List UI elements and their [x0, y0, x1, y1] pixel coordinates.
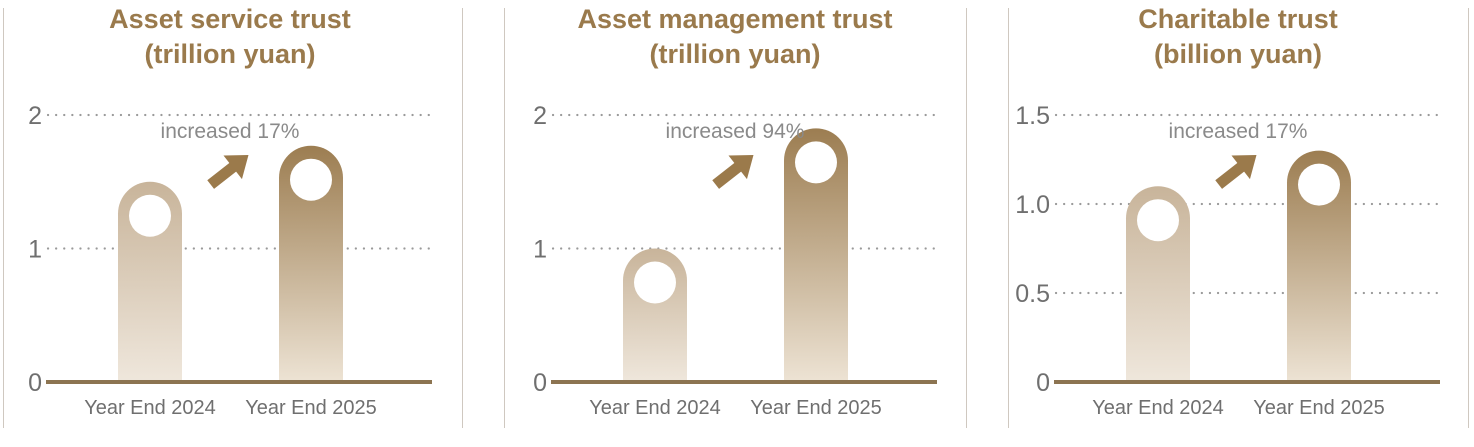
- bar-cap-circle: [290, 158, 332, 201]
- y-tick-label: 0: [1036, 369, 1050, 397]
- y-tick-label: 1.0: [1015, 191, 1050, 219]
- chart-title-main: Asset management trust: [577, 4, 893, 34]
- chart-panel-asset-management: Asset management trust (trillion yuan) 0…: [505, 0, 965, 447]
- chart-title-main: Charitable trust: [1138, 4, 1338, 34]
- bar-2024: [1126, 186, 1190, 382]
- x-category-label: Year End 2025: [245, 397, 377, 419]
- chart-title: Charitable trust (billion yuan): [1008, 2, 1468, 72]
- growth-annotation: increased 94%: [666, 120, 805, 143]
- chart-svg: 0 0.5 1.0 1.5 Year End 2024 Year End 2025 incr…: [1015, 102, 1442, 419]
- y-tick-label: 2: [28, 102, 42, 130]
- bar-cap-circle: [129, 194, 171, 237]
- bar-cap-circle: [634, 261, 676, 304]
- y-tick-label: 0: [28, 369, 42, 397]
- bar-cap-circle: [1298, 163, 1340, 206]
- panel-divider: [504, 8, 505, 428]
- panel-divider: [1468, 8, 1469, 428]
- x-category-label: Year End 2024: [1092, 397, 1224, 419]
- y-tick-label: 0.5: [1015, 280, 1050, 308]
- chart-title-main: Asset service trust: [109, 4, 351, 34]
- arrow-head: [1231, 154, 1257, 180]
- chart-title: Asset service trust (trillion yuan): [0, 2, 460, 72]
- chart-svg: 0 1 2 Year End 2024 Year End 2025 increased 1…: [28, 102, 434, 419]
- chart-svg: 0 1 2 Year End 2024 Year End 2025 increased 9…: [533, 102, 939, 419]
- x-category-label: Year End 2024: [84, 397, 216, 419]
- chart-title-unit: (billion yuan): [1154, 39, 1322, 69]
- bar-cap-circle: [795, 141, 837, 184]
- chart-panel-charitable: Charitable trust (billion yuan) 0 0.5 1.0 1…: [1008, 0, 1468, 447]
- arrow-shaft: [712, 161, 743, 189]
- panel-divider: [1008, 8, 1009, 428]
- bar-2024: [118, 181, 182, 382]
- increase-arrow-icon: [207, 154, 249, 189]
- increase-arrow-icon: [1215, 154, 1257, 189]
- arrow-shaft: [207, 161, 238, 189]
- panel-divider: [3, 8, 4, 428]
- bar-cap-circle: [1137, 199, 1179, 242]
- growth-annotation: increased 17%: [161, 120, 300, 143]
- arrow-head: [728, 154, 754, 180]
- x-category-label: Year End 2025: [750, 397, 882, 419]
- x-category-label: Year End 2025: [1253, 397, 1385, 419]
- y-tick-label: 1: [533, 236, 547, 264]
- panel-divider: [966, 8, 967, 428]
- chart-title: Asset management trust (trillion yuan): [505, 2, 965, 72]
- y-tick-label: 1.5: [1015, 102, 1050, 130]
- arrow-shaft: [1215, 161, 1246, 189]
- y-tick-label: 2: [533, 102, 547, 130]
- x-category-label: Year End 2024: [589, 397, 721, 419]
- y-tick-label: 0: [533, 369, 547, 397]
- bar-2025: [1287, 150, 1351, 382]
- chart-panel-asset-service: Asset service trust (trillion yuan) 0 1 2 Y…: [0, 0, 460, 447]
- y-tick-label: 1: [28, 236, 42, 264]
- arrow-head: [223, 154, 249, 180]
- panel-divider: [462, 8, 463, 428]
- growth-annotation: increased 17%: [1169, 120, 1308, 143]
- increase-arrow-icon: [712, 154, 754, 189]
- chart-title-unit: (trillion yuan): [649, 39, 821, 69]
- chart-title-unit: (trillion yuan): [144, 39, 316, 69]
- bar-2025: [279, 145, 343, 382]
- bar-2025: [784, 128, 848, 382]
